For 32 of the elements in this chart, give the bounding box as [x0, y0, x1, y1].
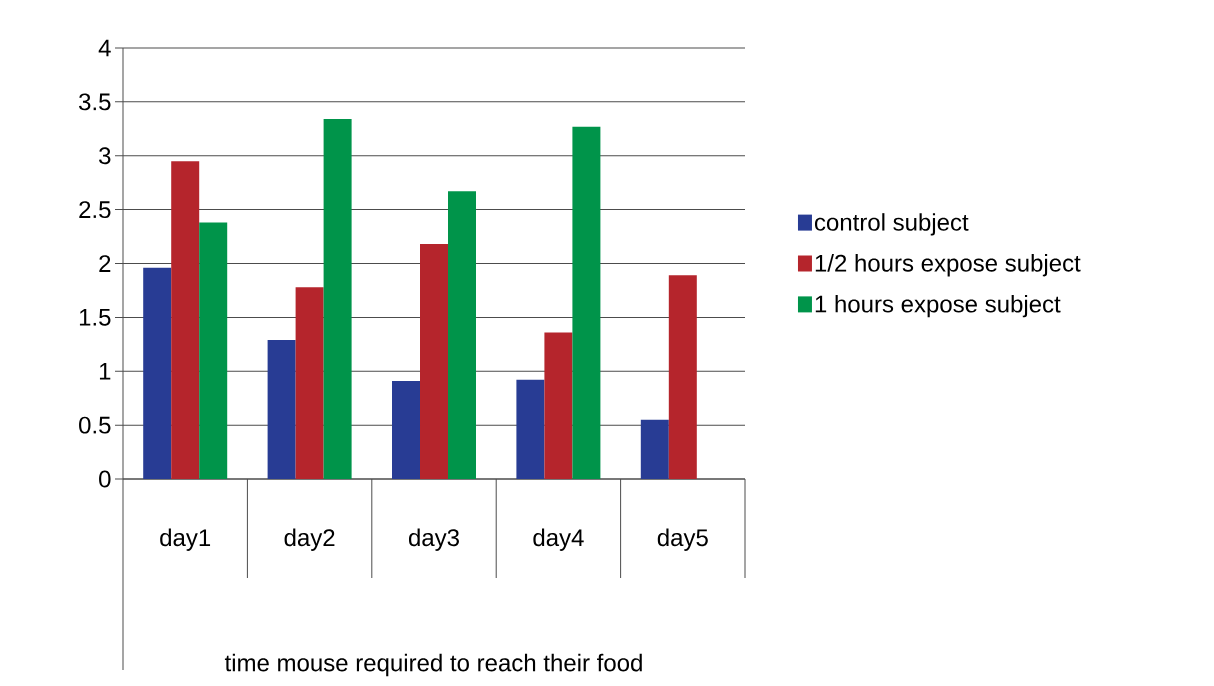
- bar: [572, 126, 601, 479]
- bar: [668, 275, 697, 479]
- x-tick-label: day1: [160, 528, 211, 551]
- x-tick-label: day4: [533, 528, 584, 551]
- y-tick-label: 3: [99, 147, 111, 165]
- bar: [544, 332, 573, 479]
- x-axis-title: time mouse required to reach their food: [224, 653, 642, 677]
- bar: [267, 340, 296, 479]
- y-tick-label: 0.5: [79, 416, 111, 434]
- legend-label: 1/2 hours expose subject: [815, 254, 1081, 277]
- bar: [143, 267, 172, 479]
- bar: [516, 379, 545, 479]
- bar: [640, 419, 669, 479]
- y-tick-label: 0: [99, 470, 111, 488]
- y-tick-label: 1: [99, 362, 111, 380]
- y-tick-label: 3.5: [79, 93, 111, 111]
- bar: [392, 380, 421, 479]
- bar: [171, 161, 200, 479]
- bar: [199, 222, 228, 479]
- bar: [295, 287, 324, 479]
- bar: [448, 191, 476, 479]
- x-tick-label: day3: [408, 528, 459, 551]
- y-tick-label: 2: [99, 255, 111, 272]
- y-tick-label: 2.5: [79, 201, 111, 219]
- bar: [420, 244, 448, 479]
- y-tick-label: 4: [98, 39, 111, 57]
- x-tick-label: day2: [284, 528, 335, 551]
- legend-label: control subject: [814, 213, 969, 236]
- y-tick-label: 1.5: [79, 309, 111, 326]
- x-tick-label: day5: [657, 528, 708, 551]
- bar: [323, 119, 352, 479]
- legend-label: 1 hours expose subject: [815, 294, 1061, 318]
